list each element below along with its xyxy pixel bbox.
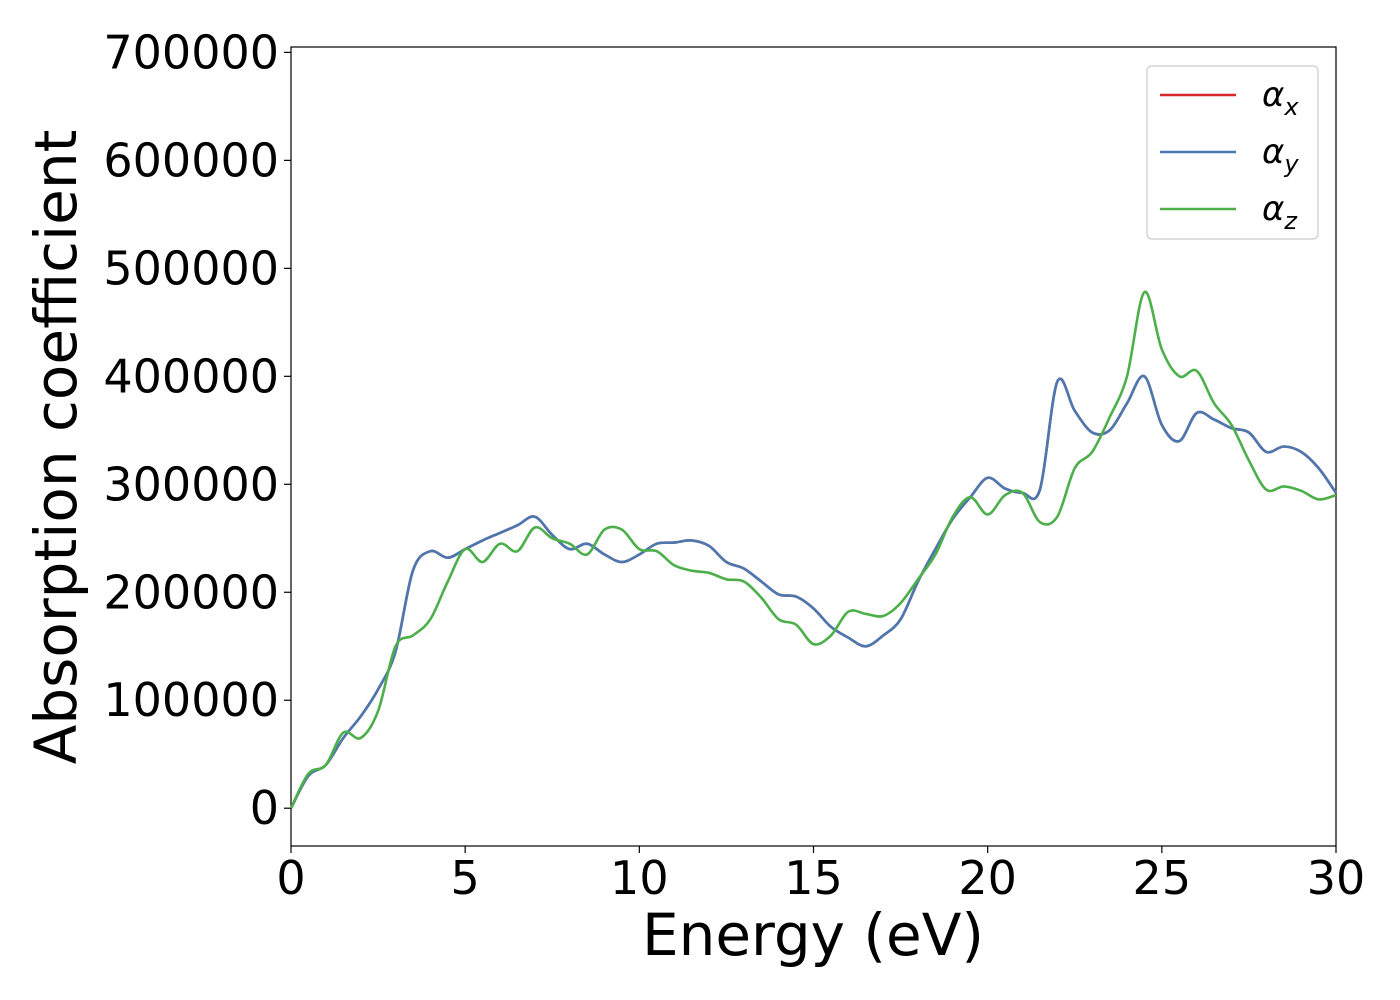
y-tick-label: 400000: [103, 349, 279, 403]
y-tick-label: 300000: [103, 457, 279, 511]
series-line-y: [289, 374, 1338, 809]
y-tick-label: 700000: [103, 25, 279, 79]
y-axis-title: Absorption coefficient: [22, 130, 90, 765]
legend-label-z: αz: [1262, 189, 1298, 235]
legend-label-x: αx: [1262, 75, 1299, 121]
y-tick-label: 100000: [103, 673, 279, 727]
x-tick-label: 15: [784, 851, 843, 905]
x-tick-label: 25: [1133, 851, 1192, 905]
legend-label-main: α: [1262, 189, 1284, 229]
axis-ticks: 0 5 10 15 20 25 30 0 100000 200000 300000 400000 500…: [103, 25, 1365, 905]
x-tick-label: 10: [610, 851, 669, 905]
x-tick-label: 0: [276, 851, 305, 905]
y-tick-label: 600000: [103, 133, 279, 187]
legend-label-subscript: x: [1283, 93, 1299, 121]
legend-label-subscript: y: [1283, 150, 1299, 178]
y-tick-label: 200000: [103, 565, 279, 619]
legend-label-subscript: z: [1283, 207, 1298, 235]
x-tick-label: 20: [958, 851, 1017, 905]
x-axis-title: Energy (eV): [642, 901, 984, 969]
series-lines: [289, 290, 1338, 809]
series-line-z: [289, 290, 1337, 809]
y-tick-label: 500000: [103, 241, 279, 295]
legend-label-main: α: [1262, 75, 1284, 115]
x-tick-label: 30: [1307, 851, 1366, 905]
x-tick-label: 5: [451, 851, 480, 905]
y-tick-label: 0: [250, 781, 279, 835]
legend-label-main: α: [1262, 132, 1284, 172]
legend-label-y: αy: [1262, 132, 1299, 178]
